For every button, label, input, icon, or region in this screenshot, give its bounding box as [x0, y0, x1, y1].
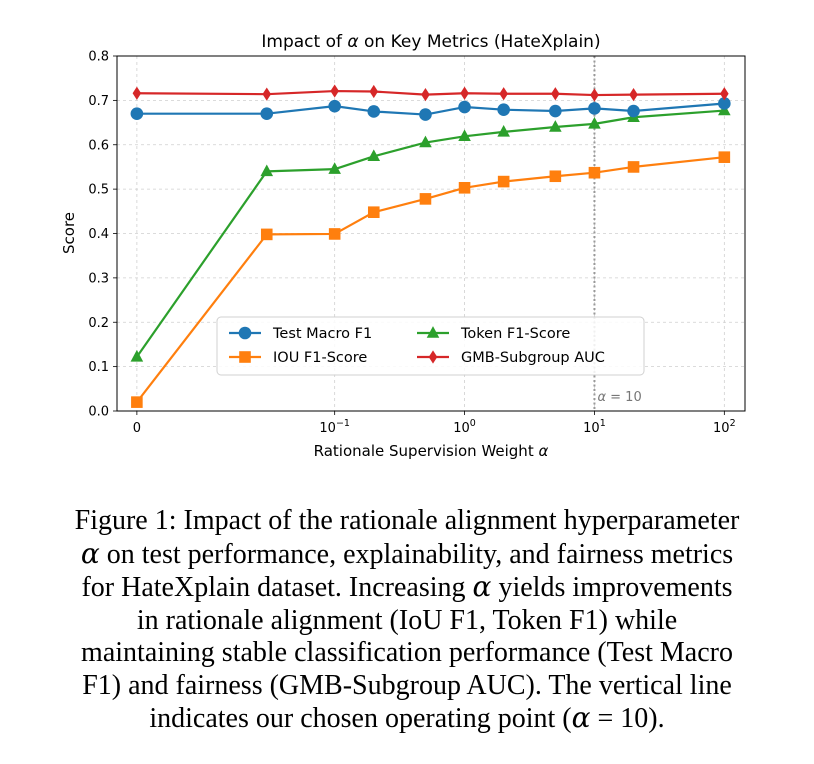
- data-point-test-macro-f1: [130, 107, 144, 120]
- y-tick-label: 0.3: [88, 271, 109, 286]
- data-point-test-macro-f1: [260, 107, 274, 120]
- x-tick-label: 100: [453, 418, 476, 436]
- series-iou-f1-score: [131, 151, 731, 408]
- x-axis: 0 10−1 100 101 102: [133, 411, 736, 436]
- data-point-gmb-subgroup-auc: [421, 87, 430, 102]
- data-point-iou-f1-score: [549, 170, 562, 183]
- caption-alpha-3: α: [571, 701, 591, 734]
- data-point-token-f1-score: [458, 129, 471, 142]
- data-point-gmb-subgroup-auc: [551, 87, 560, 101]
- x-axis-label-symbol: α: [538, 442, 548, 460]
- data-point-iou-f1-score: [458, 181, 471, 194]
- data-point-test-macro-f1: [367, 105, 381, 118]
- legend-entry-token-f1-score: Token F1-Score: [417, 326, 570, 342]
- data-point-gmb-subgroup-auc: [720, 87, 729, 101]
- figure-caption: Figure 1: Impact of the rationale alignm…: [40, 505, 774, 736]
- chart: Impact of α on Key Metrics (HateXplain) …: [60, 32, 746, 460]
- data-point-token-f1-score: [549, 120, 562, 132]
- vertical-line-label: α = 10: [597, 390, 641, 405]
- data-point-token-f1-score: [419, 135, 432, 148]
- y-axis: 0.0 0.1 0.2 0.3 0.4 0.5 0.6 0.7 0.8: [88, 50, 117, 420]
- data-point-iou-f1-score: [367, 206, 380, 218]
- caption-line-3: for HateXplain dataset. Increasing α yie…: [81, 570, 733, 603]
- data-point-iou-f1-score: [419, 193, 432, 205]
- data-point-test-macro-f1: [458, 100, 471, 114]
- legend-label: GMB-Subgroup AUC: [461, 350, 605, 366]
- data-point-gmb-subgroup-auc: [499, 87, 508, 101]
- caption-line-2: α on test performance, explainability, a…: [80, 536, 734, 570]
- data-point-gmb-subgroup-auc: [132, 86, 142, 100]
- y-tick-label: 0.4: [88, 227, 109, 242]
- chart-title-symbol: α: [347, 32, 358, 52]
- legend-marker: [426, 326, 440, 338]
- chart-title-prefix: Impact of: [261, 32, 347, 52]
- series-group: [130, 84, 731, 408]
- x-tick-label: 0: [133, 421, 141, 436]
- y-tick-label: 0.5: [88, 183, 109, 198]
- data-point-gmb-subgroup-auc: [369, 84, 379, 99]
- data-point-test-macro-f1: [718, 97, 731, 110]
- x-tick-label: 10−1: [319, 418, 350, 436]
- data-point-gmb-subgroup-auc: [460, 86, 469, 100]
- data-point-gmb-subgroup-auc: [330, 84, 339, 98]
- data-point-test-macro-f1: [549, 104, 562, 118]
- legend-label: IOU F1-Score: [273, 350, 367, 366]
- legend-marker: [239, 351, 251, 363]
- legend-marker: [238, 326, 252, 340]
- y-tick-label: 0.7: [88, 94, 109, 109]
- data-point-token-f1-score: [588, 116, 601, 129]
- data-point-test-macro-f1: [497, 103, 510, 116]
- caption-alpha-2: α: [472, 570, 492, 603]
- data-point-gmb-subgroup-auc: [262, 87, 272, 101]
- caption-line-6: F1) and fairness (GMB-Subgroup AUC). The…: [82, 669, 732, 701]
- y-tick-label: 0.2: [88, 316, 109, 331]
- y-tick-label: 0.6: [88, 138, 109, 153]
- x-axis-label-prefix: Rationale Supervision Weight: [314, 442, 539, 460]
- data-point-token-f1-score: [328, 162, 341, 174]
- vertical-line-group: α = 10: [593, 56, 642, 411]
- caption-line-4: in rationale alignment (IoU F1, Token F1…: [136, 604, 678, 636]
- data-point-token-f1-score: [497, 124, 510, 137]
- data-point-token-f1-score: [367, 149, 381, 162]
- x-axis-label: Rationale Supervision Weight α: [314, 442, 549, 460]
- y-axis-label: Score: [60, 212, 78, 254]
- caption-line-7: indicates our chosen operating point (α …: [149, 701, 665, 734]
- data-point-test-macro-f1: [588, 102, 601, 115]
- data-point-iou-f1-score: [627, 161, 640, 173]
- x-tick-label: 102: [713, 418, 736, 436]
- y-tick-label: 0.0: [88, 405, 109, 420]
- x-tick-label: 101: [583, 418, 606, 436]
- data-point-gmb-subgroup-auc: [629, 87, 638, 102]
- caption-alpha-1: α: [80, 536, 100, 570]
- legend-marker: [428, 350, 438, 364]
- data-point-iou-f1-score: [718, 151, 731, 163]
- legend-label: Token F1-Score: [460, 326, 570, 342]
- chart-title-suffix: on Key Metrics (HateXplain): [359, 32, 601, 52]
- series-test-macro-f1: [130, 97, 731, 121]
- caption-line-5: maintaining stable classification perfor…: [81, 637, 733, 668]
- data-point-gmb-subgroup-auc: [590, 88, 599, 102]
- data-point-token-f1-score: [260, 164, 274, 177]
- data-point-iou-f1-score: [260, 228, 273, 241]
- data-point-test-macro-f1: [627, 104, 640, 118]
- legend-entry-test-macro-f1: Test Macro F1: [229, 326, 372, 342]
- data-point-iou-f1-score: [328, 228, 341, 240]
- y-tick-label: 0.1: [88, 360, 109, 375]
- y-tick-label: 0.8: [88, 50, 109, 65]
- legend-entry-gmb-subgroup-auc: GMB-Subgroup AUC: [417, 350, 605, 366]
- legend-label: Test Macro F1: [272, 326, 372, 342]
- series-gmb-subgroup-auc: [132, 84, 729, 102]
- data-point-token-f1-score: [130, 349, 144, 362]
- data-point-iou-f1-score: [497, 175, 510, 188]
- caption-line-1: Figure 1: Impact of the rationale alignm…: [74, 505, 740, 536]
- data-point-test-macro-f1: [328, 99, 341, 113]
- legend: Test Macro F1 IOU F1-Score Token F1-Score G…: [216, 316, 645, 376]
- data-point-test-macro-f1: [419, 108, 432, 121]
- legend-entry-iou-f1-score: IOU F1-Score: [229, 350, 367, 366]
- chart-title: Impact of α on Key Metrics (HateXplain): [261, 32, 600, 52]
- data-point-iou-f1-score: [588, 166, 601, 179]
- data-point-iou-f1-score: [131, 396, 143, 408]
- legend-box: [216, 316, 645, 376]
